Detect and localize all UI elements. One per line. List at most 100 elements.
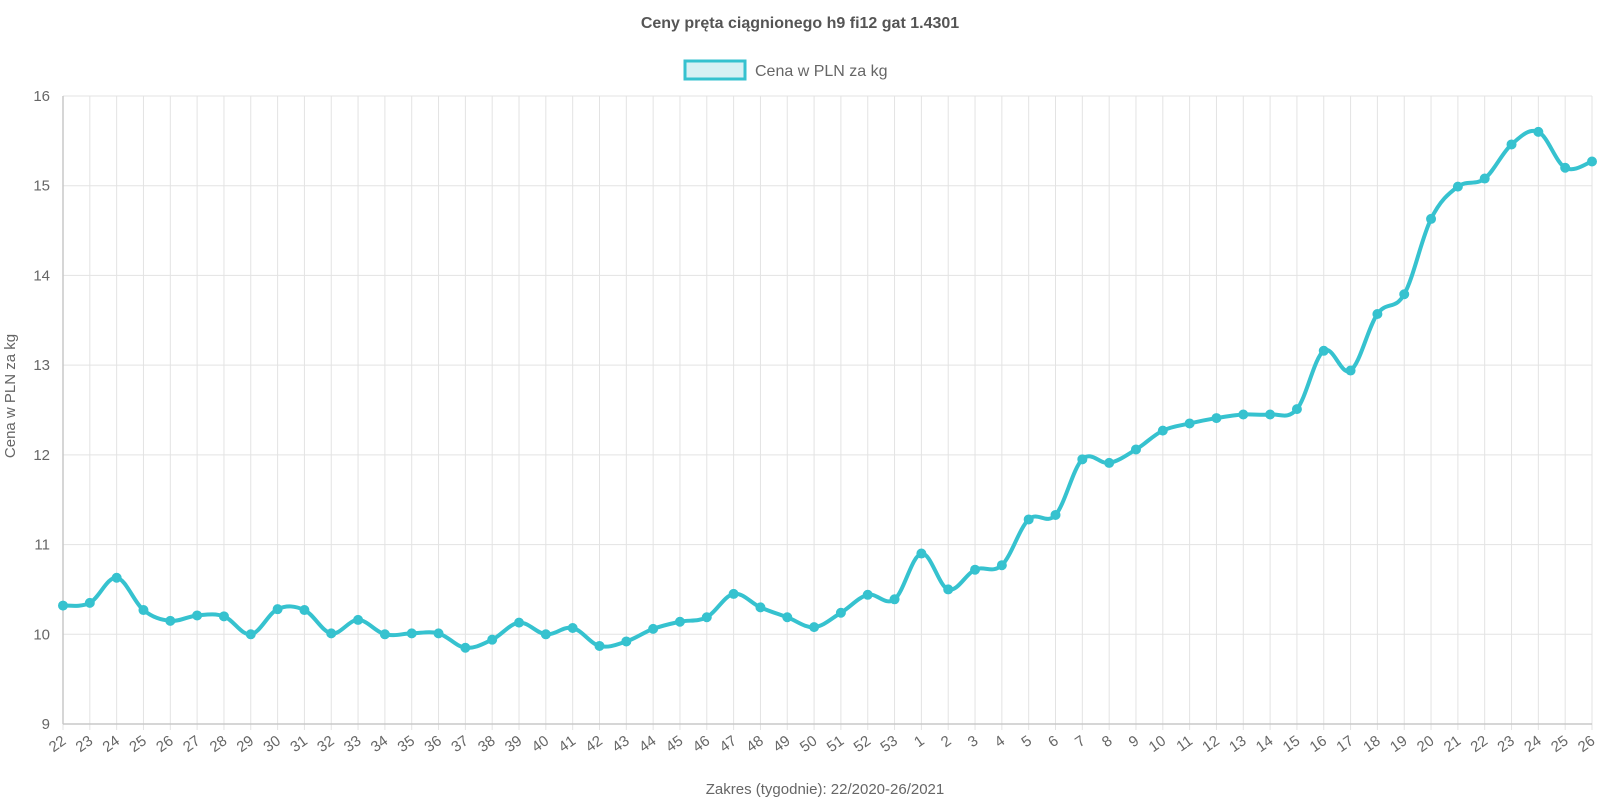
data-point[interactable]	[1560, 162, 1571, 173]
data-point[interactable]	[835, 607, 846, 618]
data-point[interactable]	[916, 548, 927, 559]
data-point[interactable]	[460, 642, 471, 653]
data-point[interactable]	[970, 564, 981, 575]
x-tick-label: 34	[368, 732, 391, 755]
data-point[interactable]	[728, 588, 739, 599]
chart-title: Ceny pręta ciągnionego h9 fi12 gat 1.430…	[641, 15, 959, 32]
data-point[interactable]	[674, 616, 685, 627]
data-point[interactable]	[1157, 425, 1168, 436]
x-tick-label: 38	[475, 732, 498, 755]
data-point[interactable]	[1050, 509, 1061, 520]
x-tick-label: 23	[73, 732, 96, 755]
data-point[interactable]	[379, 629, 390, 640]
data-point[interactable]	[1318, 345, 1329, 356]
data-point[interactable]	[648, 623, 659, 634]
x-tick-label: 25	[126, 732, 149, 755]
data-point[interactable]	[1130, 444, 1141, 455]
data-point[interactable]	[58, 600, 68, 611]
data-point[interactable]	[1479, 173, 1490, 184]
x-tick-label: 42	[582, 732, 605, 755]
data-point[interactable]	[1184, 418, 1195, 429]
x-tick-label: 36	[421, 732, 444, 755]
data-point[interactable]	[809, 622, 820, 633]
x-tick-label: 22	[46, 732, 69, 755]
x-tick-label: 40	[529, 732, 552, 755]
data-point[interactable]	[84, 597, 95, 608]
data-point[interactable]	[218, 611, 229, 622]
data-point[interactable]	[1399, 289, 1410, 300]
data-point[interactable]	[111, 572, 122, 583]
data-point[interactable]	[326, 628, 337, 639]
data-point[interactable]	[514, 617, 525, 628]
data-point[interactable]	[433, 628, 444, 639]
x-tick-label: 15	[1280, 732, 1303, 755]
data-point[interactable]	[1506, 139, 1517, 150]
data-point[interactable]	[1533, 126, 1544, 137]
x-tick-label: 25	[1548, 732, 1571, 755]
series-line	[61, 128, 1594, 650]
data-point[interactable]	[353, 614, 364, 625]
legend[interactable]: Cena w PLN za kg	[683, 59, 888, 81]
data-point[interactable]	[1291, 404, 1302, 415]
data-point[interactable]	[406, 628, 417, 639]
data-point[interactable]	[621, 636, 632, 647]
data-point[interactable]	[1077, 454, 1088, 465]
data-point[interactable]	[138, 605, 149, 616]
x-tick-label: 49	[770, 732, 793, 755]
data-point[interactable]	[165, 615, 176, 626]
y-tick-label: 15	[33, 178, 50, 195]
data-point[interactable]	[487, 634, 498, 645]
x-tick-label: 24	[1521, 732, 1544, 755]
x-tick-label: 27	[180, 732, 203, 755]
data-point[interactable]	[755, 602, 766, 613]
data-point[interactable]	[1426, 213, 1437, 224]
data-point[interactable]	[245, 629, 256, 640]
x-tick-label: 23	[1494, 732, 1517, 755]
x-axis-ticks: 22 23 24 25 26 27 28 29 30 31 32 33 34 35 36 37 38 39 40 41…	[46, 732, 1598, 755]
data-point[interactable]	[192, 610, 203, 621]
x-axis-label: Zakres (tygodnie): 22/2020-26/2021	[706, 781, 944, 798]
y-tick-label: 9	[42, 716, 50, 733]
x-tick-label: 51	[824, 732, 847, 755]
data-point[interactable]	[1452, 181, 1463, 192]
x-tick-label: 12	[1199, 732, 1222, 755]
data-point[interactable]	[1345, 365, 1356, 376]
data-point[interactable]	[1265, 409, 1276, 420]
x-tick-label: 1	[911, 732, 928, 751]
data-point[interactable]	[862, 589, 873, 600]
x-tick-label: 46	[690, 732, 713, 755]
y-tick-label: 12	[33, 447, 50, 464]
x-tick-label: 26	[153, 732, 176, 755]
y-tick-label: 10	[33, 626, 50, 643]
data-point[interactable]	[299, 605, 310, 616]
x-tick-label: 52	[851, 732, 874, 755]
data-point[interactable]	[1104, 457, 1115, 468]
data-point[interactable]	[594, 640, 605, 651]
data-point[interactable]	[1211, 413, 1222, 424]
legend-swatch	[683, 59, 747, 81]
x-tick-label: 9	[1126, 732, 1143, 751]
y-tick-label: 13	[33, 357, 50, 374]
data-point[interactable]	[567, 623, 578, 634]
y-axis-ticks: 9 10 11 12 13 14 15 16	[33, 88, 50, 733]
x-tick-label: 6	[1045, 732, 1062, 751]
x-tick-label: 19	[1387, 732, 1410, 755]
series-cena	[58, 126, 1597, 653]
x-tick-label: 24	[100, 732, 123, 755]
data-point[interactable]	[1587, 156, 1597, 167]
data-point[interactable]	[1372, 309, 1383, 320]
y-tick-label: 11	[34, 537, 50, 554]
data-point[interactable]	[701, 612, 712, 623]
data-point[interactable]	[996, 560, 1007, 571]
x-tick-label: 53	[877, 732, 900, 755]
data-point[interactable]	[1238, 409, 1249, 420]
data-point[interactable]	[540, 629, 551, 640]
x-tick-label: 50	[797, 732, 820, 755]
data-point[interactable]	[889, 594, 900, 605]
data-point[interactable]	[272, 604, 283, 615]
data-point[interactable]	[782, 612, 793, 623]
data-point[interactable]	[943, 584, 954, 595]
data-point[interactable]	[1023, 514, 1034, 525]
grid	[62, 95, 1593, 730]
x-tick-label: 29	[234, 732, 257, 755]
